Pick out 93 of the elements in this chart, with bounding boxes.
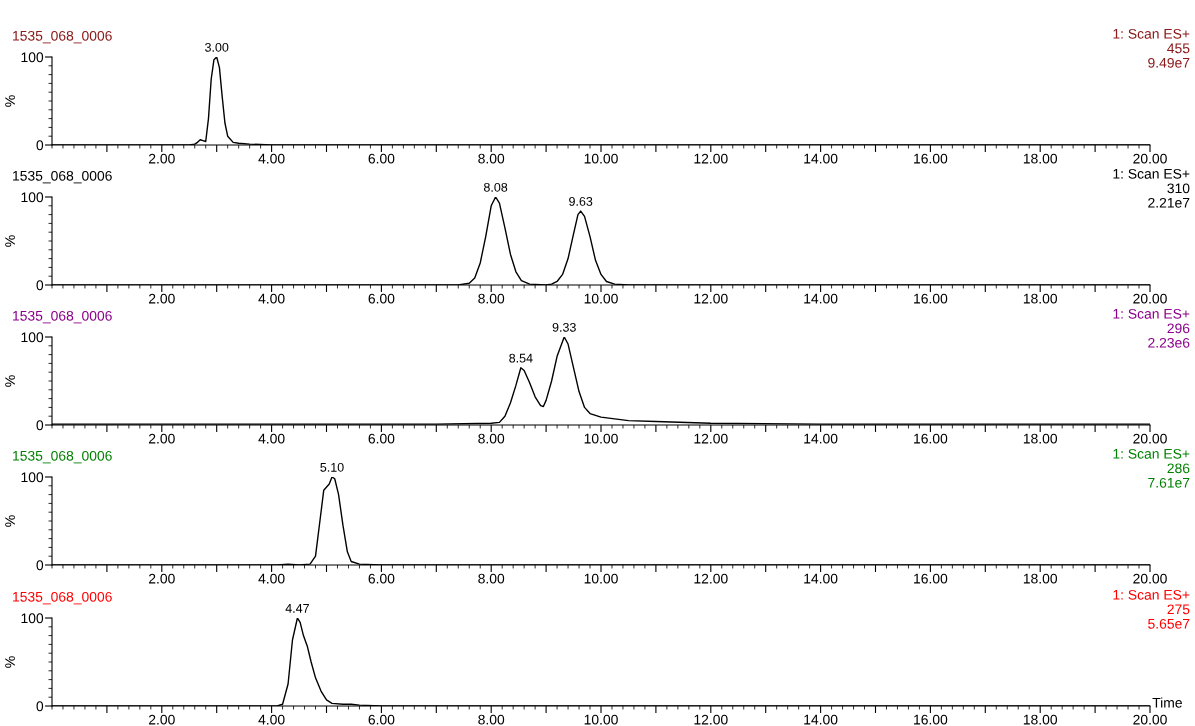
x-tick-label: 18.00 bbox=[1023, 293, 1058, 304]
text: 275 bbox=[1167, 604, 1190, 615]
y-tick-label: 100 bbox=[21, 192, 44, 203]
x-tick-label: 12.00 bbox=[694, 573, 728, 584]
y-axis-title: % bbox=[5, 515, 15, 527]
annotation: 4.47 bbox=[285, 604, 309, 613]
x-tick-label: 18.00 bbox=[1023, 433, 1058, 444]
x-tick-label: 20.00 bbox=[1133, 714, 1167, 725]
x-tick-label: 4.00 bbox=[258, 153, 285, 164]
x-tick-label: 18.00 bbox=[1023, 714, 1058, 725]
annotation: 2.23e6 bbox=[1148, 337, 1190, 348]
annotation: 8.08 bbox=[483, 182, 508, 192]
x-tick-label: 12.00 bbox=[694, 293, 728, 304]
y-tick-label: 100 bbox=[21, 332, 44, 343]
chart-title: 1535_068_0006 bbox=[13, 310, 112, 324]
annotation: 9.33 bbox=[552, 322, 576, 332]
annotation: 9.63 bbox=[569, 196, 593, 206]
x-tick-label: 10.00 bbox=[584, 293, 618, 304]
annotation: 3.00 bbox=[205, 42, 229, 52]
y-axis-title: % bbox=[5, 375, 15, 387]
x-tick-label: 4.00 bbox=[258, 293, 285, 304]
x-tick-label: 16.00 bbox=[914, 153, 948, 164]
y-tick-label: 100 bbox=[21, 52, 44, 63]
text: 296 bbox=[1167, 323, 1190, 334]
x-tick-label: 6.00 bbox=[368, 714, 395, 725]
x-axis-title: Time bbox=[1152, 697, 1182, 708]
chart-title: 1535_068_0006 bbox=[13, 591, 112, 605]
x-tick-label: 4.00 bbox=[258, 573, 285, 584]
y-tick-label: 0 bbox=[36, 701, 44, 712]
x-tick-label: 10.00 bbox=[584, 573, 618, 584]
x-tick-label: 8.00 bbox=[478, 433, 505, 444]
y-tick-label: 0 bbox=[36, 560, 44, 571]
x-tick-label: 20.00 bbox=[1133, 573, 1167, 584]
text: 1: Scan ES+ bbox=[1113, 168, 1190, 179]
x-tick-label: 14.00 bbox=[804, 153, 838, 164]
x-tick-label: 14.00 bbox=[804, 573, 838, 584]
x-tick-label: 4.00 bbox=[258, 714, 285, 725]
y-tick-label: 100 bbox=[21, 472, 44, 483]
x-tick-label: 12.00 bbox=[694, 153, 728, 164]
x-tick-label: 10.00 bbox=[584, 714, 618, 725]
x-tick-label: 10.00 bbox=[584, 433, 618, 444]
annotation: 8.54 bbox=[509, 353, 533, 363]
text: 455 bbox=[1167, 43, 1190, 54]
text: 1: Scan ES+ bbox=[1113, 28, 1190, 39]
y-tick-label: 0 bbox=[36, 280, 44, 291]
x-tick-label: 8.00 bbox=[478, 153, 505, 164]
text: 310 bbox=[1167, 183, 1190, 194]
x-tick-label: 6.00 bbox=[368, 153, 395, 164]
y-tick-label: 0 bbox=[36, 420, 44, 431]
y-tick-label: 0 bbox=[36, 140, 44, 151]
x-tick-label: 16.00 bbox=[914, 714, 948, 725]
chart-title: 1535_068_0006 bbox=[13, 30, 112, 44]
x-tick-label: 18.00 bbox=[1023, 153, 1058, 164]
x-tick-label: 20.00 bbox=[1133, 293, 1167, 304]
x-tick-label: 2.00 bbox=[148, 293, 175, 304]
x-tick-label: 14.00 bbox=[804, 714, 838, 725]
text: 1: Scan ES+ bbox=[1113, 589, 1190, 600]
annotation: 5.10 bbox=[320, 462, 344, 472]
x-tick-label: 12.00 bbox=[694, 714, 728, 725]
x-tick-label: 16.00 bbox=[914, 433, 948, 444]
x-tick-label: 2.00 bbox=[148, 153, 175, 164]
x-tick-label: 18.00 bbox=[1023, 573, 1058, 584]
x-tick-label: 6.00 bbox=[368, 573, 395, 584]
chart-title: 1535_068_0006 bbox=[13, 170, 112, 184]
x-tick-label: 8.00 bbox=[478, 714, 505, 725]
chart-title: 1535_068_0006 bbox=[13, 450, 112, 464]
x-tick-label: 8.00 bbox=[478, 293, 505, 304]
annotation: 5.65e7 bbox=[1148, 618, 1190, 629]
x-tick-label: 2.00 bbox=[148, 714, 175, 725]
x-tick-label: 2.00 bbox=[148, 433, 175, 444]
annotation: 2.21e7 bbox=[1148, 197, 1190, 208]
x-tick-label: 16.00 bbox=[914, 293, 948, 304]
annotation: 7.61e7 bbox=[1148, 477, 1190, 488]
x-tick-label: 6.00 bbox=[368, 433, 395, 444]
y-axis-title: % bbox=[5, 656, 15, 668]
x-tick-label: 6.00 bbox=[368, 293, 395, 304]
text: 286 bbox=[1167, 463, 1190, 474]
text: 1: Scan ES+ bbox=[1113, 308, 1190, 319]
x-tick-label: 14.00 bbox=[804, 433, 838, 444]
x-tick-label: 4.00 bbox=[258, 433, 285, 444]
y-axis-title: % bbox=[5, 235, 15, 247]
text: 1: Scan ES+ bbox=[1113, 448, 1190, 459]
x-tick-label: 20.00 bbox=[1133, 153, 1167, 164]
x-tick-label: 10.00 bbox=[584, 153, 618, 164]
y-tick-label: 100 bbox=[21, 613, 44, 624]
x-tick-label: 14.00 bbox=[804, 293, 838, 304]
x-tick-label: 16.00 bbox=[914, 573, 948, 584]
x-tick-label: 20.00 bbox=[1133, 433, 1167, 444]
x-tick-label: 2.00 bbox=[148, 573, 175, 584]
x-tick-label: 12.00 bbox=[694, 433, 728, 444]
annotation: 9.49e7 bbox=[1148, 57, 1190, 68]
y-axis-title: % bbox=[5, 95, 15, 107]
x-tick-label: 8.00 bbox=[478, 573, 505, 584]
